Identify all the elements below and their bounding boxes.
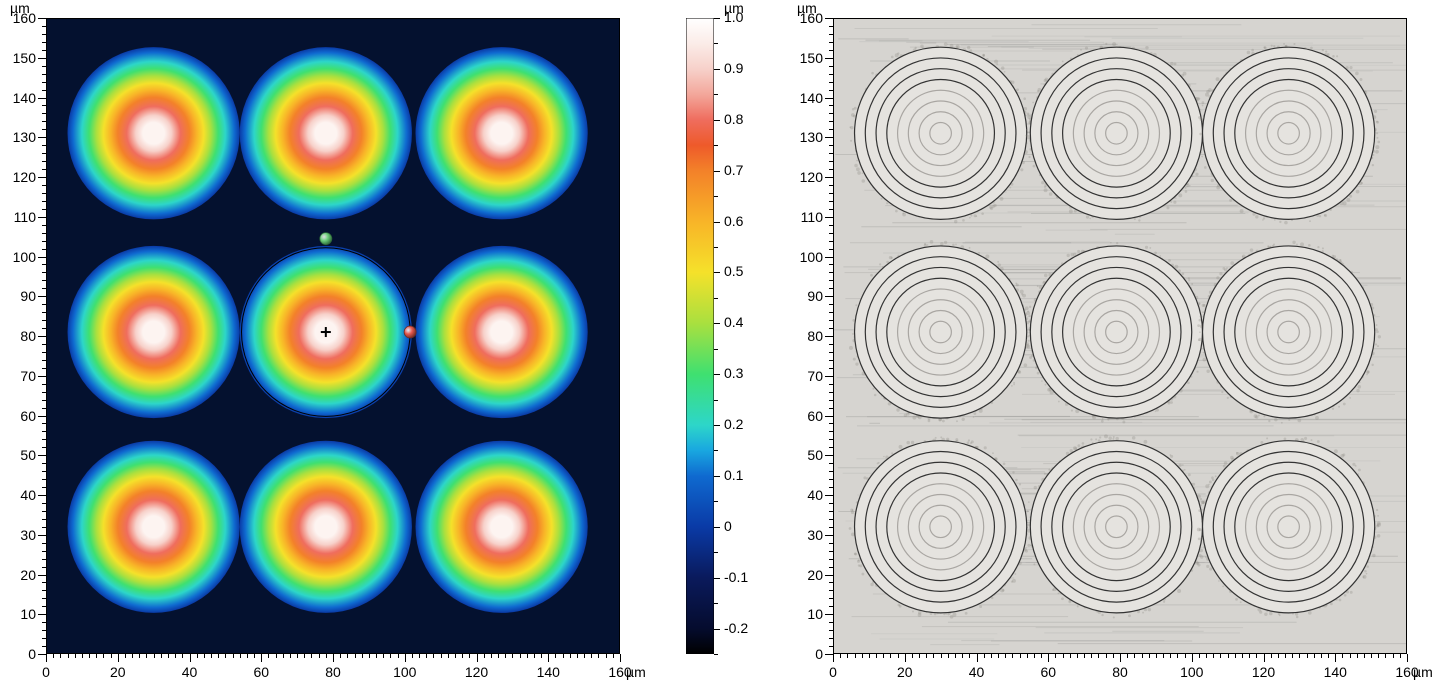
x-tick-label: 160 (1393, 664, 1421, 680)
lens-spot (68, 47, 240, 219)
y-tick-label: 30 (793, 527, 823, 543)
y-tick-label: 110 (793, 209, 823, 225)
y-tick-label: 50 (793, 447, 823, 463)
y-tick-label: 80 (6, 328, 36, 344)
y-tick-label: 140 (793, 90, 823, 106)
colorbar-tick-label: -0.1 (724, 569, 748, 585)
colorbar-tick-label: 0 (724, 518, 732, 534)
x-tick-label: 40 (176, 664, 204, 680)
y-tick-label: 150 (793, 50, 823, 66)
colorbar-tick-label: 0.3 (724, 365, 743, 381)
x-tick-label: 0 (819, 664, 847, 680)
y-tick-label: 60 (6, 408, 36, 424)
colorbar-tick-label: 0.8 (724, 111, 743, 127)
y-tick-label: 10 (793, 606, 823, 622)
y-tick-label: 40 (793, 487, 823, 503)
right-contour-svg (833, 18, 1407, 654)
colorbar-tick-label: 0.4 (724, 314, 743, 330)
y-tick-label: 90 (793, 288, 823, 304)
lens-spot (68, 246, 240, 418)
y-tick-label: 100 (6, 249, 36, 265)
y-tick-label: 0 (6, 646, 36, 662)
colorbar-svg (686, 18, 714, 654)
y-tick-label: 70 (793, 368, 823, 384)
y-tick-label: 40 (6, 487, 36, 503)
y-tick-label: 120 (6, 169, 36, 185)
x-tick-label: 60 (247, 664, 275, 680)
lens-spot (416, 246, 588, 418)
x-tick-label: 100 (1178, 664, 1206, 680)
x-tick-label: 140 (534, 664, 562, 680)
lens-spot (416, 441, 588, 613)
colorbar-tick-label: 0.2 (724, 416, 743, 432)
colorbar-tick-label: 0.7 (724, 162, 743, 178)
figure-container: µm µm µm µm µm 0204060801001201401600102… (0, 0, 1440, 694)
y-tick-label: 160 (793, 10, 823, 26)
colorbar-tick-label: 0.5 (724, 263, 743, 279)
x-tick-label: 20 (104, 664, 132, 680)
y-tick-label: 160 (6, 10, 36, 26)
y-tick-label: 120 (793, 169, 823, 185)
y-tick-label: 50 (6, 447, 36, 463)
lens-spot (240, 47, 412, 219)
x-tick-label: 20 (891, 664, 919, 680)
y-tick-label: 60 (793, 408, 823, 424)
lens-spot (240, 441, 412, 613)
colorbar-tick-label: 0.9 (724, 60, 743, 76)
colorbar-tick-label: 1.0 (724, 9, 743, 25)
y-tick-label: 140 (6, 90, 36, 106)
y-tick-label: 0 (793, 646, 823, 662)
y-tick-label: 90 (6, 288, 36, 304)
y-tick-label: 130 (793, 129, 823, 145)
y-tick-label: 20 (6, 567, 36, 583)
x-tick-label: 80 (1106, 664, 1134, 680)
y-tick-label: 70 (6, 368, 36, 384)
left-heatmap-svg (46, 18, 620, 654)
handle-marker[interactable] (320, 233, 332, 245)
y-tick-label: 10 (6, 606, 36, 622)
y-tick-label: 110 (6, 209, 36, 225)
x-tick-label: 120 (463, 664, 491, 680)
y-tick-label: 130 (6, 129, 36, 145)
handle-marker[interactable] (404, 326, 416, 338)
x-tick-label: 100 (391, 664, 419, 680)
y-tick-label: 80 (793, 328, 823, 344)
lens-spot (416, 47, 588, 219)
colorbar-tick-label: 0.6 (724, 213, 743, 229)
x-tick-label: 160 (606, 664, 634, 680)
x-tick-label: 40 (963, 664, 991, 680)
x-tick-label: 120 (1250, 664, 1278, 680)
x-tick-label: 0 (32, 664, 60, 680)
colorbar-tick-label: -0.2 (724, 620, 748, 636)
x-tick-label: 140 (1321, 664, 1349, 680)
y-tick-label: 20 (793, 567, 823, 583)
y-tick-label: 100 (793, 249, 823, 265)
x-tick-label: 60 (1034, 664, 1062, 680)
x-tick-label: 80 (319, 664, 347, 680)
colorbar-tick-label: 0.1 (724, 467, 743, 483)
lens-spot (68, 441, 240, 613)
y-tick-label: 150 (6, 50, 36, 66)
y-tick-label: 30 (6, 527, 36, 543)
